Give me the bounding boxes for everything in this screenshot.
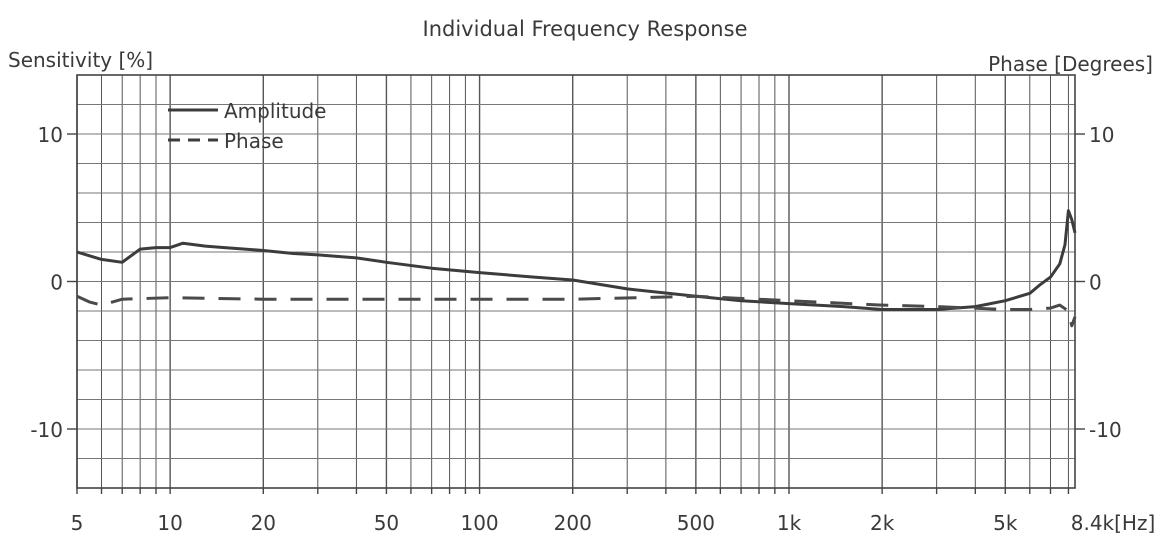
y-tick-label-right: 10 <box>1089 123 1114 147</box>
y-axis-label-right: Phase [Degrees] <box>988 52 1153 76</box>
x-tick-label: 100 <box>460 511 498 535</box>
series-line-phase <box>76 294 1077 328</box>
x-tick-label: 1k <box>777 511 802 535</box>
legend-label-phase: Phase <box>224 129 284 153</box>
y-tick-label-left: -10 <box>30 418 63 442</box>
chart-title: Individual Frequency Response <box>423 17 748 41</box>
x-tick-label: 8.4k[Hz] <box>1071 511 1156 535</box>
x-tick-label: 500 <box>677 511 715 535</box>
y-tick-label-left: 0 <box>50 271 63 295</box>
x-tick-label: 200 <box>554 511 592 535</box>
labels: 5 10 20 50 100 200 500 1k 2k 5k 8.4k[Hz]10 100 0-10-… <box>8 17 1155 535</box>
x-tick-label: 20 <box>251 511 276 535</box>
legend: Amplitude Phase <box>168 99 327 153</box>
axes <box>67 74 1085 494</box>
y-tick-label-right: 0 <box>1089 271 1102 295</box>
y-tick-label-left: 10 <box>38 123 63 147</box>
x-tick-label: 5 <box>71 511 84 535</box>
y-axis-label-left: Sensitivity [%] <box>8 48 153 72</box>
x-tick-label: 50 <box>374 511 399 535</box>
x-tick-label: 5k <box>993 511 1018 535</box>
y-tick-label-right: -10 <box>1089 418 1122 442</box>
x-tick-label: 2k <box>870 511 895 535</box>
x-tick-label: 10 <box>157 511 182 535</box>
series-line-amplitude <box>76 209 1077 311</box>
series <box>76 209 1077 328</box>
legend-label-amplitude: Amplitude <box>224 99 327 123</box>
